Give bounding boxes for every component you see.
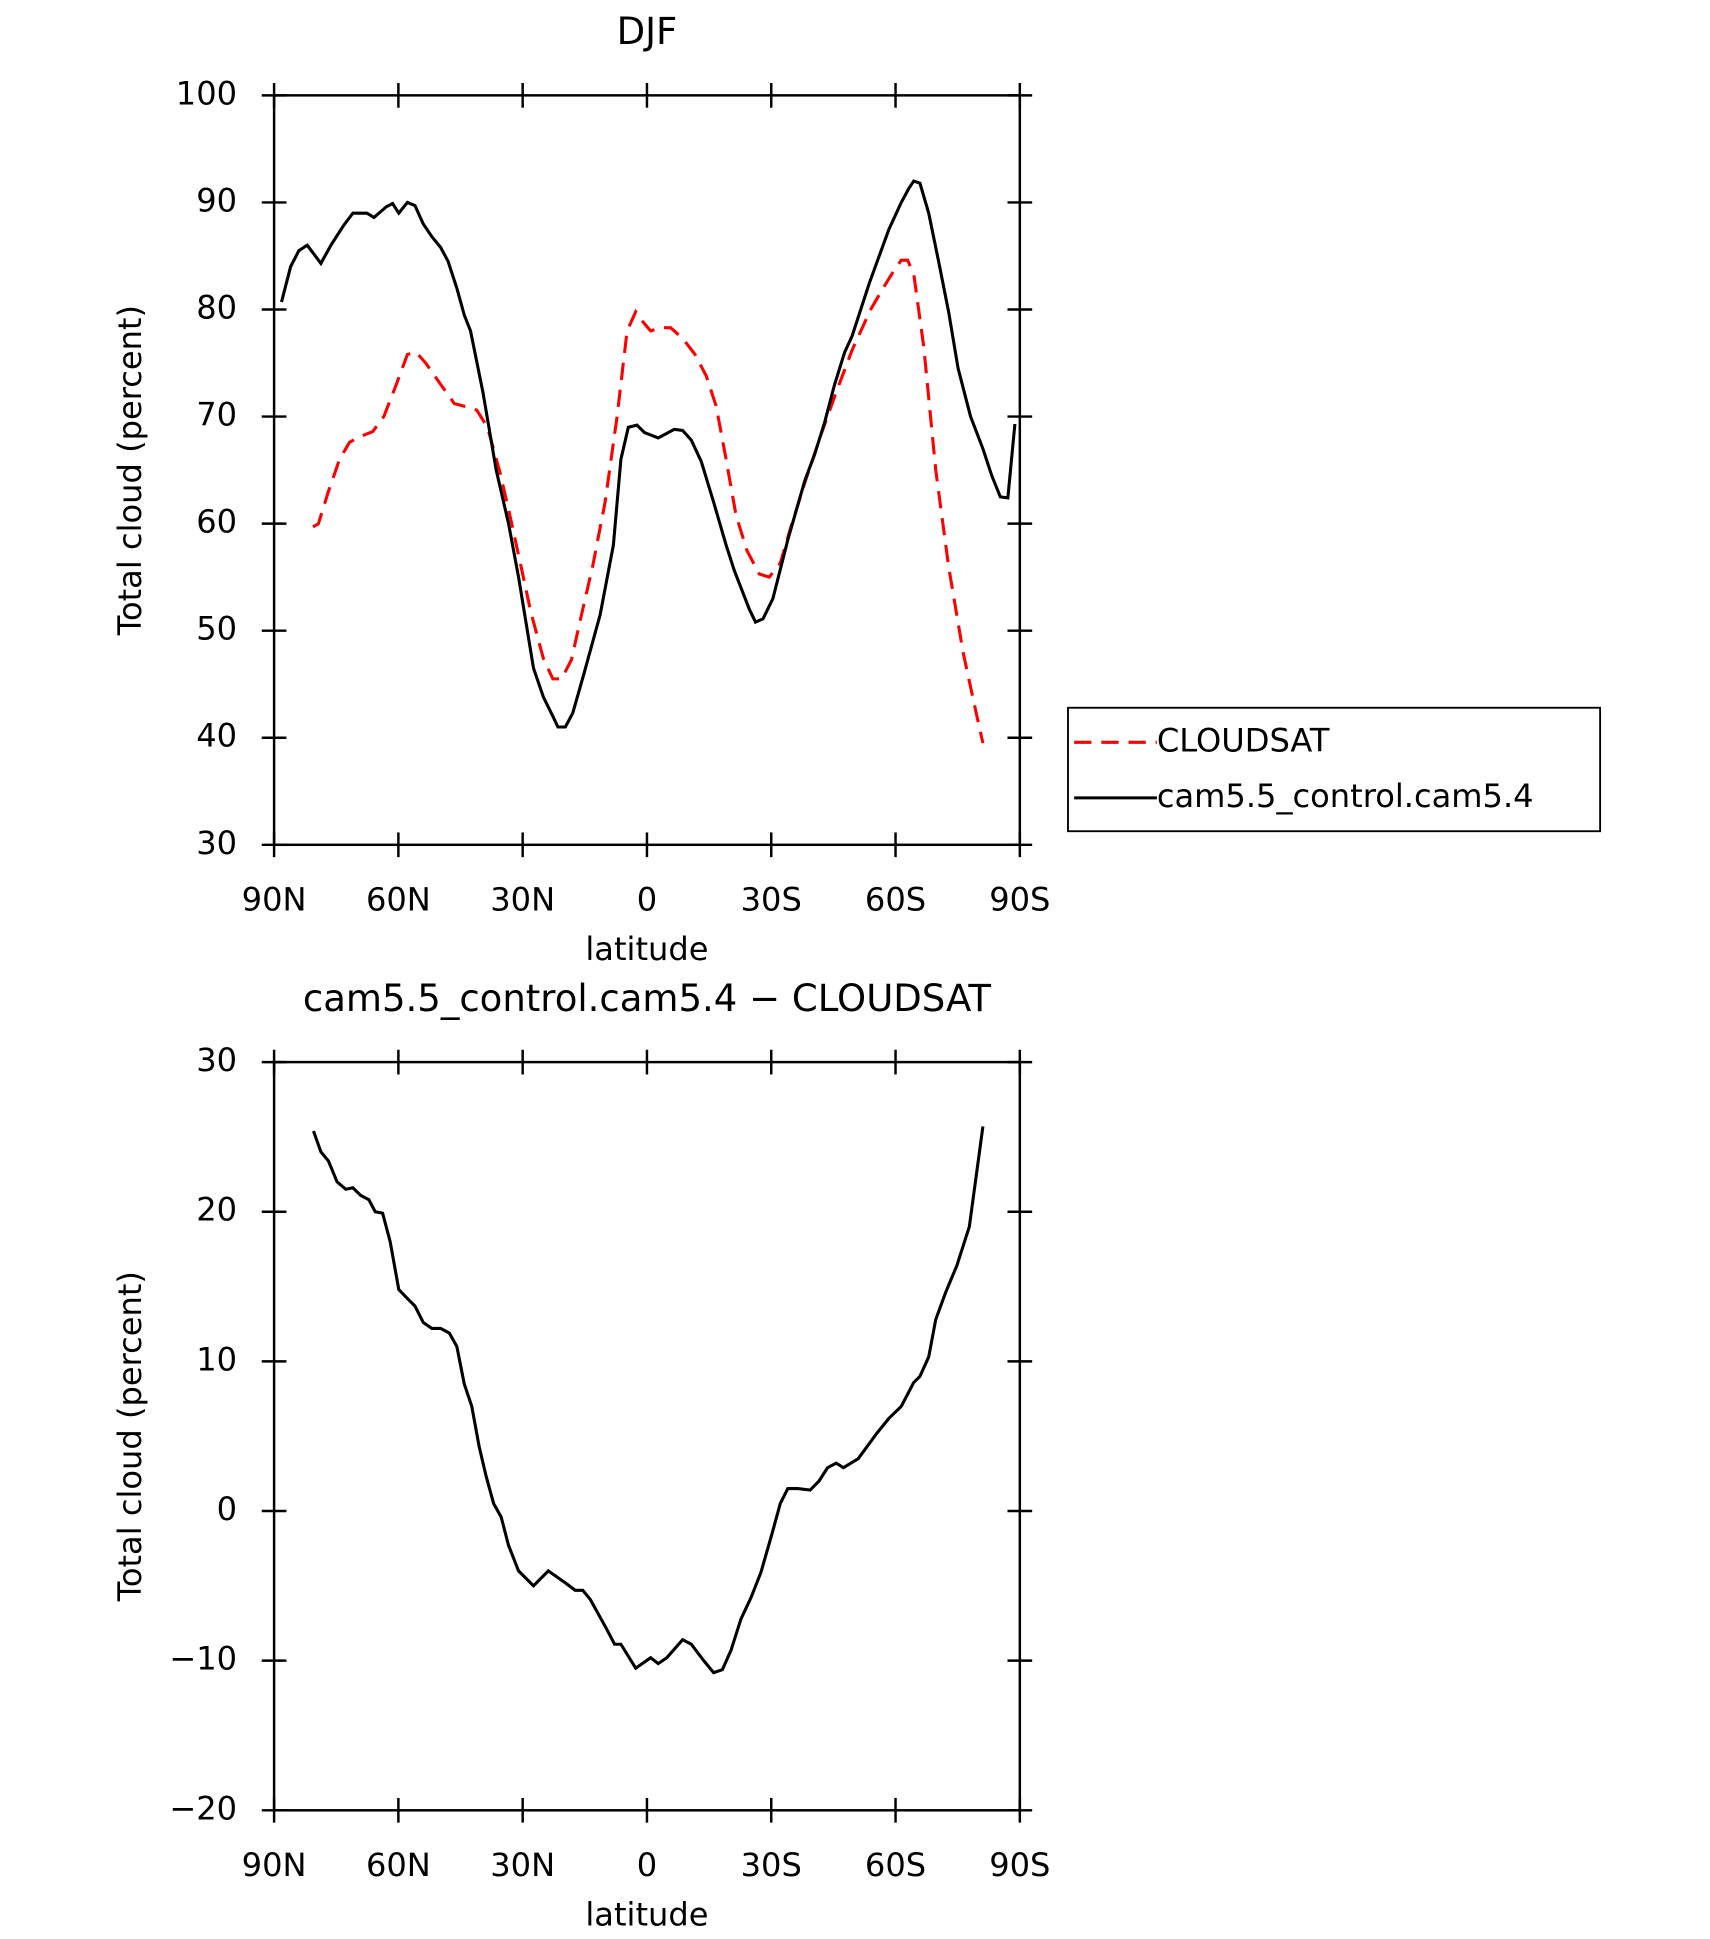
x-tick-label: 90N — [242, 881, 307, 919]
data-line — [280, 179, 1017, 729]
y-tick-label: 70 — [196, 396, 237, 434]
data-line — [312, 1126, 985, 1675]
x-tick-label: 60N — [366, 881, 431, 919]
y-axis-label: Total cloud (percent) — [111, 305, 149, 636]
data-line — [312, 258, 985, 744]
y-tick-label: 90 — [196, 181, 237, 219]
y-tick-label: 100 — [176, 74, 237, 112]
y-tick-label: 60 — [196, 503, 237, 541]
y-tick-label: 20 — [196, 1191, 237, 1229]
legend-box — [1067, 706, 1602, 833]
x-tick-label: 60S — [865, 881, 926, 919]
y-tick-label: 30 — [196, 1041, 237, 1079]
x-tick-label: 30S — [741, 881, 802, 919]
y-tick-label: 50 — [196, 610, 237, 648]
x-axis-label: latitude — [585, 1895, 708, 1933]
x-axis-label: latitude — [585, 930, 708, 968]
y-tick-label: −10 — [169, 1640, 237, 1678]
y-axis-label: Total cloud (percent) — [111, 1271, 149, 1602]
x-tick-label: 30N — [490, 881, 555, 919]
y-tick-label: 80 — [196, 288, 237, 326]
x-tick-label: 90S — [989, 881, 1050, 919]
y-tick-label: 30 — [196, 824, 237, 862]
x-tick-label: 0 — [637, 1846, 657, 1884]
chart-title: DJF — [617, 10, 678, 53]
y-tick-label: 40 — [196, 717, 237, 755]
x-tick-label: 0 — [637, 881, 657, 919]
x-tick-label: 60S — [865, 1846, 926, 1884]
x-tick-label: 30N — [490, 1846, 555, 1884]
plot-frame — [272, 1060, 1022, 1812]
y-tick-label: 0 — [217, 1490, 237, 1528]
legend-label: cam5.5_control.cam5.4 — [1157, 777, 1534, 815]
x-tick-label: 30S — [741, 1846, 802, 1884]
y-tick-label: 10 — [196, 1340, 237, 1378]
plot-frame — [272, 94, 1022, 847]
x-tick-label: 60N — [366, 1846, 431, 1884]
legend-label: CLOUDSAT — [1157, 721, 1330, 759]
y-tick-label: −20 — [169, 1789, 237, 1827]
chart-title: cam5.5_control.cam5.4 − CLOUDSAT — [303, 977, 992, 1020]
x-tick-label: 90N — [242, 1846, 307, 1884]
x-tick-label: 90S — [989, 1846, 1050, 1884]
